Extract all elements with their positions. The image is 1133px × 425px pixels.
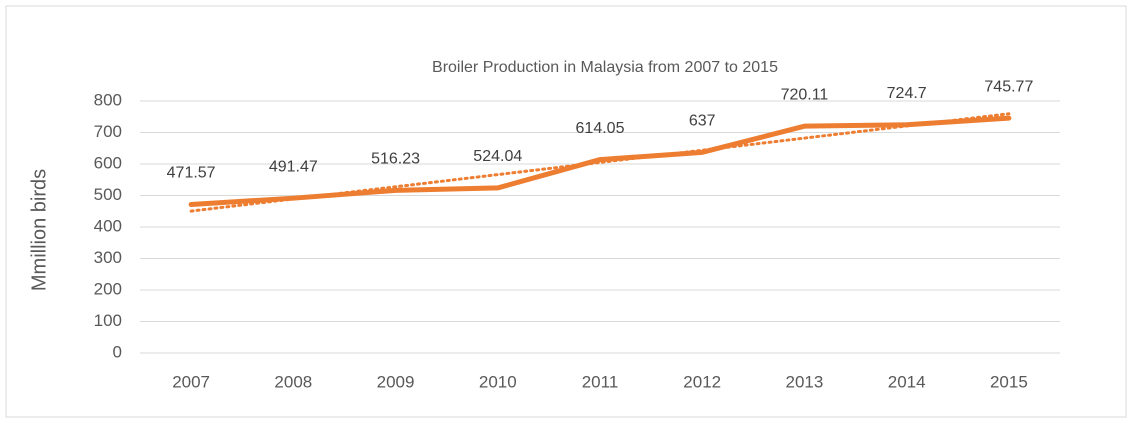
x-tick-label: 2007	[172, 372, 210, 391]
x-tick-label: 2009	[377, 372, 415, 391]
y-tick-label: 0	[113, 342, 122, 361]
x-tick-label: 2013	[786, 372, 824, 391]
data-label: 637	[689, 113, 716, 130]
y-tick-label: 100	[94, 311, 122, 330]
data-label: 720.11	[781, 86, 829, 103]
y-tick-label: 800	[94, 90, 122, 109]
x-tick-label: 2011	[582, 372, 619, 391]
x-tick-label: 2014	[888, 372, 926, 391]
data-label: 471.57	[167, 165, 216, 182]
x-tick-label: 2010	[479, 372, 517, 391]
x-tick-label: 2008	[274, 372, 312, 391]
data-label: 524.04	[473, 148, 522, 165]
data-label: 516.23	[371, 151, 420, 168]
y-axis-label: Mmillion birds	[28, 169, 50, 291]
x-tick-label: 2015	[990, 372, 1028, 391]
data-label: 491.47	[269, 158, 318, 175]
x-tick-label: 2012	[683, 372, 721, 391]
data-label: 745.77	[984, 78, 1033, 95]
y-tick-label: 500	[94, 185, 122, 204]
y-tick-label: 600	[94, 153, 122, 172]
y-tick-label: 700	[94, 122, 122, 141]
line-series	[188, 115, 1012, 207]
y-tick-label: 400	[94, 216, 122, 235]
y-tick-label: 300	[94, 248, 122, 267]
chart-title: Broiler Production in Malaysia from 2007…	[432, 59, 778, 76]
data-label: 614.05	[576, 120, 625, 137]
y-tick-label: 200	[94, 279, 122, 298]
data-label: 724.7	[887, 85, 927, 102]
